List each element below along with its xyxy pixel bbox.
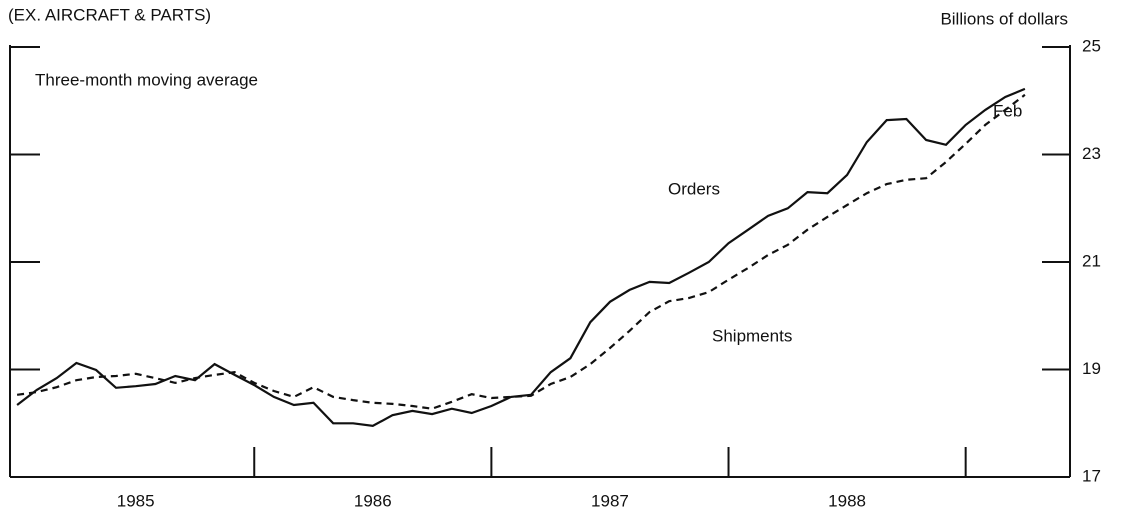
- subtitle: (EX. AIRCRAFT & PARTS): [8, 5, 211, 24]
- series-line: [16, 87, 1026, 428]
- x-tick-label: 1987: [591, 491, 629, 510]
- annotation: Shipments: [712, 326, 792, 345]
- note: Three-month moving average: [35, 70, 258, 89]
- x-tick-label: 1985: [117, 491, 155, 510]
- annotation: Feb: [993, 101, 1022, 120]
- annotation: Orders: [668, 179, 720, 198]
- x-tick-label: 1988: [828, 491, 866, 510]
- y-tick-label: 23: [1082, 144, 1101, 163]
- y-tick-label: 17: [1082, 466, 1101, 485]
- y-axis-label: Billions of dollars: [940, 9, 1068, 28]
- y-tick-label: 25: [1082, 36, 1101, 55]
- x-tick-label: 1986: [354, 491, 392, 510]
- y-tick-label: 19: [1082, 359, 1101, 378]
- series-line: [16, 93, 1026, 410]
- y-tick-label: 21: [1082, 251, 1101, 270]
